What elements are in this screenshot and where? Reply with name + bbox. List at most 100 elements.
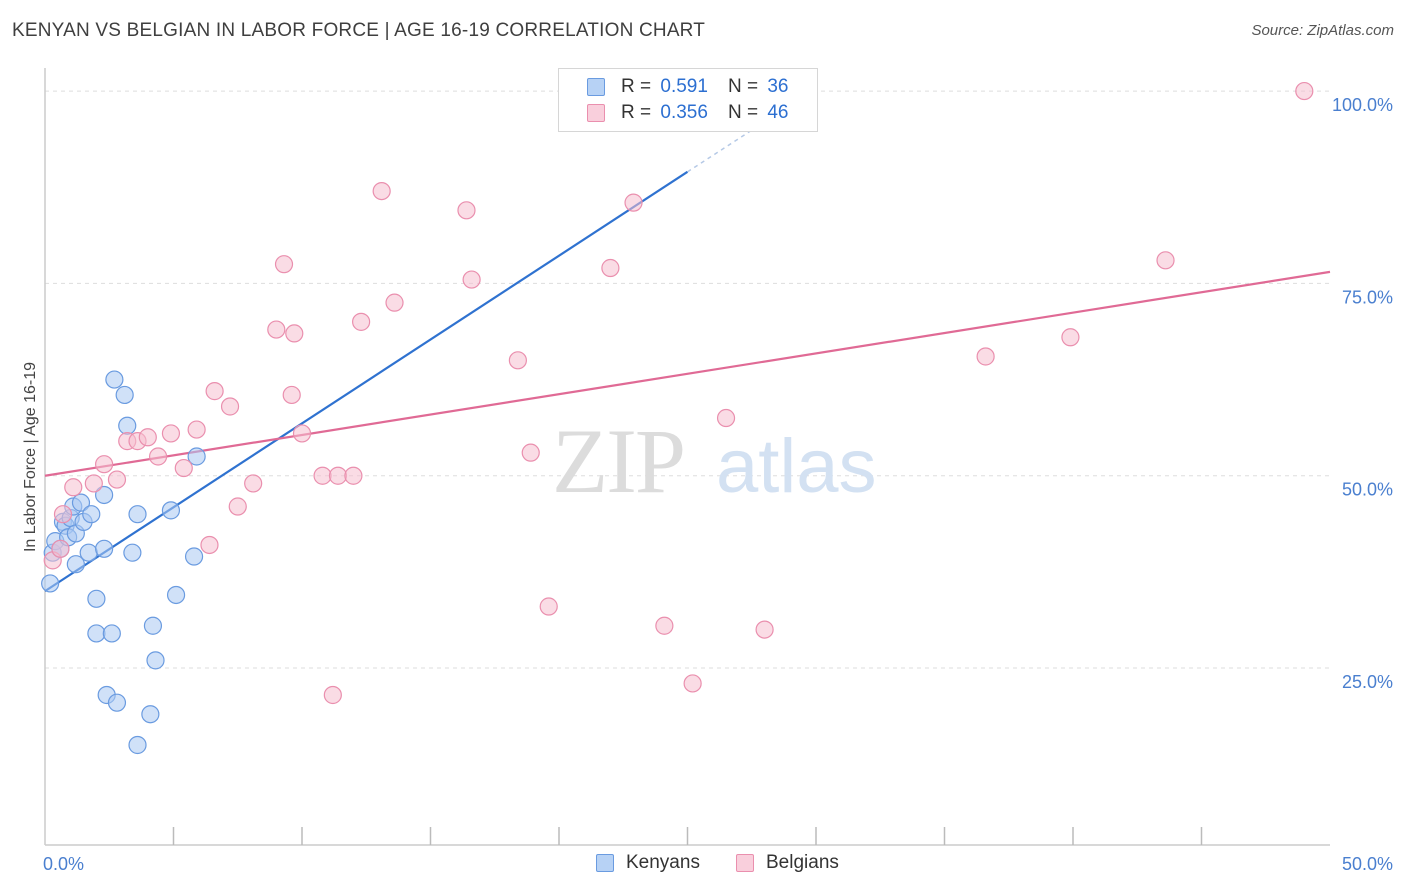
kenyans-legend-label: Kenyans [626,852,700,873]
belgians-swatch [587,104,605,122]
belgian-point [228,497,247,516]
r-label: R = [621,76,652,97]
belgian-point [521,443,540,462]
kenyan-point [143,616,163,635]
belgian-point [1156,251,1175,270]
kenyan-point [146,651,165,670]
kenyan-point [79,543,98,562]
kenyan-point [41,574,60,593]
belgian-point [64,478,83,497]
kenyan-point [71,493,91,512]
belgian-point [655,616,674,635]
kenyan-point [95,485,114,505]
belgian-point [624,193,643,212]
belgian-point [683,674,702,693]
kenyan-point [102,624,121,643]
belgian-point [53,505,73,524]
x-tick-label: 0.0% [43,854,84,874]
kenyans-swatch [587,78,605,96]
kenyan-point [87,589,106,608]
trend-lines [44,121,1331,593]
kenyan-point [166,585,186,605]
kenyan-point [66,555,85,574]
grid-lines [45,90,1330,669]
belgian-point [716,408,736,428]
legend-row-kenyans: R = 0.591 N = 36 [587,76,788,98]
n-label: N = [727,76,759,97]
kenyan-point [187,447,206,466]
belgian-point [51,539,70,558]
tick-labels: 25.0% 50.0% 75.0% 100.0% 0.0% 50.0% [43,95,1393,874]
kenyan-point [107,693,127,712]
belgians-trend-line [44,270,1331,477]
kenyans-trend-line [44,170,689,593]
y-tick-label: 25.0% [1342,672,1393,692]
y-tick-label: 100.0% [1332,95,1393,115]
belgian-point [138,428,157,447]
belgian-point [282,385,301,405]
belgian-point [755,620,774,639]
belgian-point [174,458,193,478]
kenyan-point [95,539,114,558]
stats-legend: R = 0.591 N = 36 R = 0.356 N = 46 [558,68,818,132]
series-legend-kenyans: Kenyans [596,852,700,874]
n-label: N = [727,102,759,123]
legend-row-belgians: R = 0.356 N = 46 [587,102,788,124]
kenyan-point [184,547,204,566]
belgian-point [205,382,224,401]
watermark-zip: ZIP [552,410,684,512]
belgian-point [601,258,620,278]
kenyan-point [128,505,147,524]
watermark-atlas: atlas [716,424,877,509]
belgian-point [244,474,263,493]
y-tick-label: 50.0% [1342,480,1393,500]
y-tick-label: 75.0% [1342,287,1393,307]
belgian-point [187,420,206,439]
kenyan-point [118,416,137,435]
belgian-point [385,293,404,312]
belgian-point [313,466,332,485]
kenyan-point [105,370,124,389]
belgian-point [457,201,476,220]
belgian-point [323,685,342,705]
belgian-point [148,447,168,466]
belgian-point [372,181,391,201]
belgian-point [274,255,294,274]
belgian-point [285,324,304,343]
belgians-r-value: 0.356 [660,102,708,123]
belgian-point [200,535,219,555]
belgian-point [220,397,240,416]
x-tick-label: 50.0% [1342,854,1393,874]
belgian-point [539,597,558,616]
chart-title: KENYAN VS BELGIAN IN LABOR FORCE | AGE 1… [12,20,706,41]
belgian-point [1295,81,1314,101]
r-label: R = [621,102,652,123]
belgian-point [508,351,527,370]
belgian-point [976,347,995,366]
chart-source: Source: ZipAtlas.com [1251,22,1394,39]
belgian-point [328,466,348,485]
belgian-point [344,466,363,485]
kenyan-point [128,735,147,755]
kenyan-point [161,501,181,520]
belgian-point [462,270,481,289]
data-points [41,81,1314,755]
kenyan-point [141,705,160,724]
belgian-point [292,424,312,443]
belgians-n-value: 46 [767,102,789,123]
kenyans-legend-swatch [596,854,614,872]
belgians-legend-label: Belgians [766,852,839,873]
kenyans-r-value: 0.591 [660,76,708,97]
kenyan-point [123,543,142,562]
belgian-point [84,474,103,493]
kenyan-point [82,505,101,524]
series-legend-belgians: Belgians [736,852,839,874]
belgian-point [161,424,181,443]
axes [44,68,1330,846]
kenyan-point [115,385,134,405]
belgian-point [267,320,286,339]
kenyans-n-value: 36 [767,76,789,97]
y-axis-label: In Labor Force | Age 16-19 [22,362,39,552]
belgians-legend-swatch [736,854,754,872]
